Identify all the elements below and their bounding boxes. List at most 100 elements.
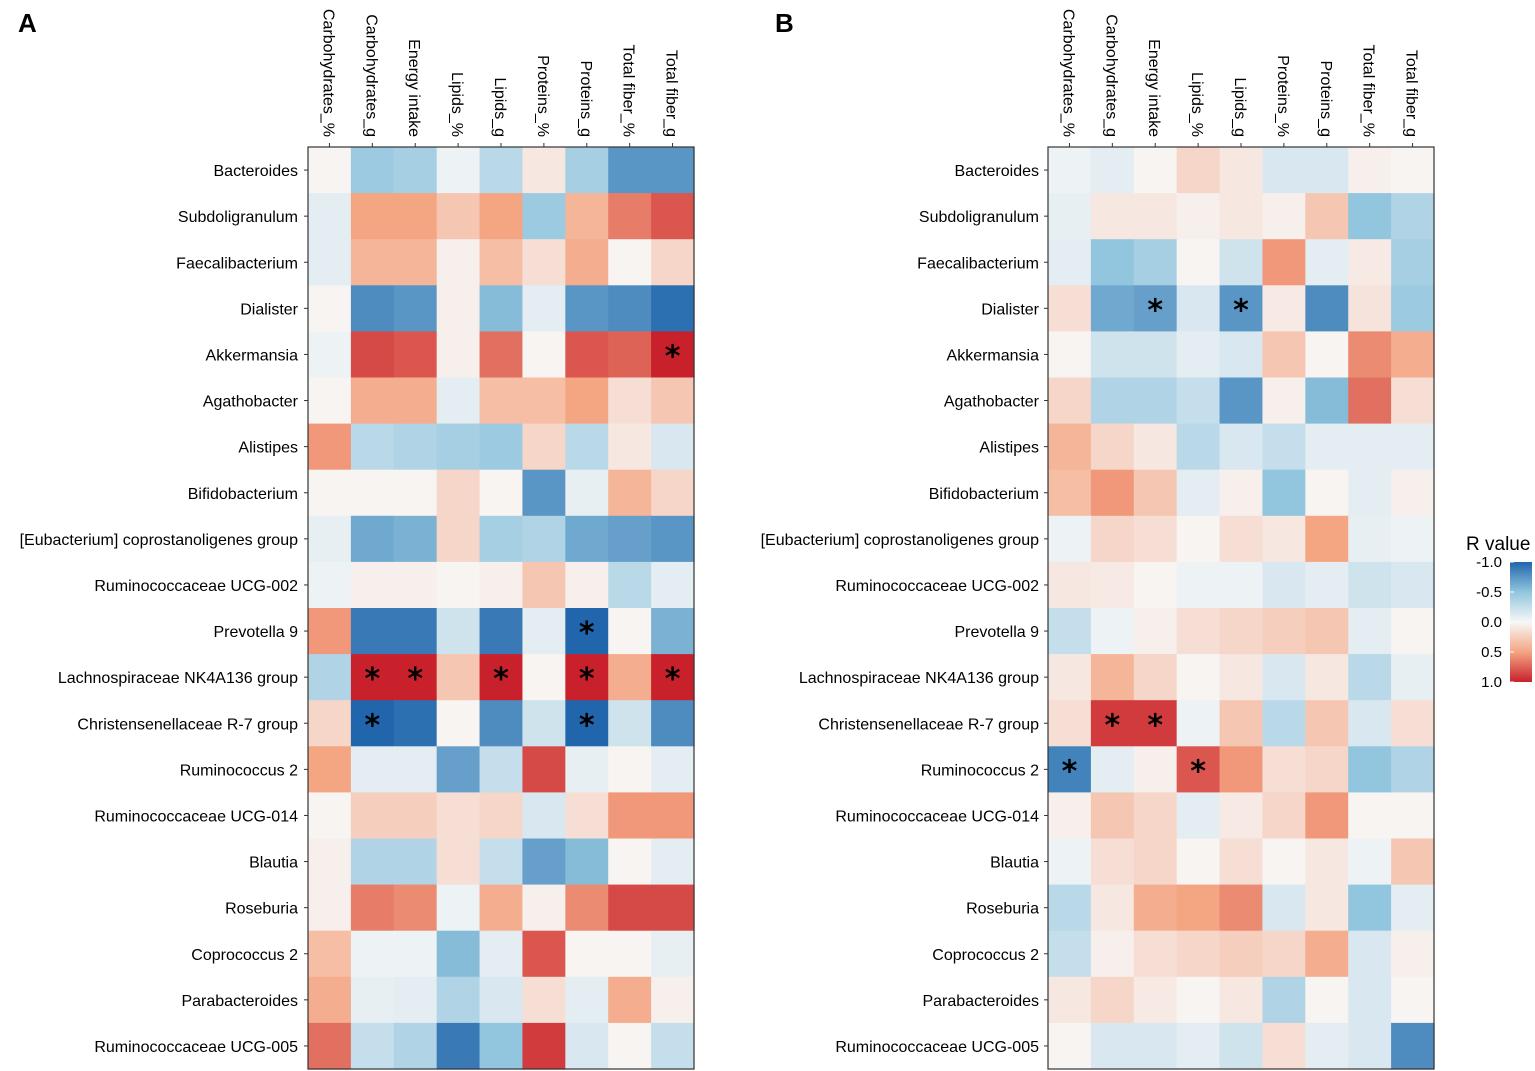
heatmap-cell	[1176, 331, 1221, 379]
significance-star: *	[493, 662, 509, 697]
heatmap-cell	[1176, 193, 1221, 240]
heatmap-cell	[350, 930, 395, 978]
heatmap-cell	[1090, 930, 1135, 978]
row-label: Lachnospiraceae NK4A136 group	[799, 670, 1039, 687]
heatmap-cell	[436, 331, 481, 379]
row-label: Roseburia	[225, 901, 298, 918]
significance-star: *	[364, 708, 380, 743]
heatmap-cell	[1176, 700, 1221, 747]
heatmap-cell	[565, 746, 609, 793]
heatmap-cell	[1133, 469, 1178, 517]
heatmap-cell	[1262, 147, 1306, 194]
heatmap-cell	[565, 423, 609, 471]
heatmap-cell	[1348, 884, 1392, 932]
heatmap-cells	[1048, 147, 1435, 1070]
heatmap-cell	[436, 147, 481, 194]
heatmap-cell	[1348, 377, 1392, 425]
heatmap-cell	[651, 792, 695, 840]
panel-a-heatmap: A * * * * * * * * * Bacteroides Subdoligranulum Faec…	[18, 8, 695, 1070]
heatmap-cell	[308, 1022, 352, 1070]
heatmap-cell	[1090, 285, 1135, 332]
heatmap-cell	[393, 976, 438, 1024]
heatmap-cell	[479, 423, 524, 471]
column-label: Total fiber_g	[1403, 50, 1420, 137]
panel-b-letter: B	[775, 8, 794, 38]
heatmap-cell	[479, 193, 524, 240]
heatmap-cell	[608, 193, 652, 240]
heatmap-cell	[1090, 561, 1135, 609]
heatmap-cell	[651, 930, 695, 978]
row-label: Ruminococcaceae UCG-014	[835, 808, 1039, 825]
heatmap-cell	[1219, 377, 1264, 425]
heatmap-cell	[1219, 792, 1264, 840]
heatmap-cell	[651, 423, 695, 471]
heatmap-cell	[1348, 469, 1392, 517]
heatmap-cell	[565, 285, 609, 332]
heatmap-cell	[479, 239, 524, 286]
significance-star: *	[665, 339, 681, 374]
heatmap-cell	[1090, 746, 1135, 793]
heatmap-cell	[393, 746, 438, 793]
heatmap-cell	[1348, 147, 1392, 194]
heatmap-cell	[436, 838, 481, 886]
heatmap-cell	[1090, 377, 1135, 425]
row-label: [Eubacterium] coprostanoligenes group	[20, 532, 298, 549]
heatmap-cell	[1133, 700, 1178, 747]
heatmap-cell	[350, 331, 395, 379]
heatmap-cell	[308, 285, 352, 332]
heatmap-cell	[651, 147, 695, 194]
heatmap-cell	[1048, 884, 1092, 932]
heatmap-cell	[651, 515, 695, 563]
significance-star: *	[579, 708, 595, 743]
heatmap-cell	[1391, 423, 1435, 471]
row-label: Lachnospiraceae NK4A136 group	[58, 670, 298, 687]
column-label: Carbohydrates_g	[362, 14, 379, 137]
heatmap-cell	[436, 654, 481, 701]
row-label: Agathobacter	[203, 394, 299, 411]
heatmap-cell	[393, 654, 438, 701]
heatmap-cell	[1133, 239, 1178, 286]
heatmap-cell	[1391, 147, 1435, 194]
heatmap-cell	[1305, 285, 1349, 332]
column-label: Total fiber_g	[663, 50, 680, 137]
heatmap-cell	[522, 746, 566, 793]
heatmap-cell	[1176, 746, 1221, 793]
heatmap-cell	[350, 608, 395, 655]
heatmap-cell	[436, 193, 481, 240]
heatmap-cell	[308, 147, 352, 194]
heatmap-cell	[1090, 792, 1135, 840]
heatmap-cell	[1305, 930, 1349, 978]
heatmap-cell	[1305, 884, 1349, 932]
row-label: [Eubacterium] coprostanoligenes group	[761, 532, 1039, 549]
heatmap-cell	[522, 654, 566, 701]
heatmap-cell	[1348, 700, 1392, 747]
heatmap-cell	[308, 838, 352, 886]
heatmap-cell	[1262, 700, 1306, 747]
heatmap-cell	[308, 423, 352, 471]
row-label: Ruminococcaceae UCG-002	[94, 578, 298, 595]
heatmap-cell	[565, 331, 609, 379]
heatmap-cell	[1305, 976, 1349, 1024]
heatmap-cell	[1391, 561, 1435, 609]
heatmap-cell	[393, 423, 438, 471]
heatmap-cell	[308, 193, 352, 240]
heatmap-cell	[479, 976, 524, 1024]
heatmap-cell	[350, 147, 395, 194]
heatmap-cell	[1391, 331, 1435, 379]
heatmap-cell	[479, 608, 524, 655]
heatmap-cell	[651, 700, 695, 747]
heatmap-cell	[436, 561, 481, 609]
heatmap-cell	[393, 377, 438, 425]
heatmap-cell	[1219, 884, 1264, 932]
heatmap-cell	[1391, 654, 1435, 701]
legend-tick-label: 1.0	[1481, 674, 1502, 691]
heatmap-cell	[1262, 193, 1306, 240]
heatmap-cell	[1090, 884, 1135, 932]
row-label: Dialister	[981, 301, 1039, 318]
heatmap-cell	[1262, 792, 1306, 840]
heatmap-cell	[1133, 930, 1178, 978]
heatmap-cell	[1133, 377, 1178, 425]
heatmap-cell	[436, 930, 481, 978]
row-label: Christensenellaceae R-7 group	[818, 716, 1039, 733]
